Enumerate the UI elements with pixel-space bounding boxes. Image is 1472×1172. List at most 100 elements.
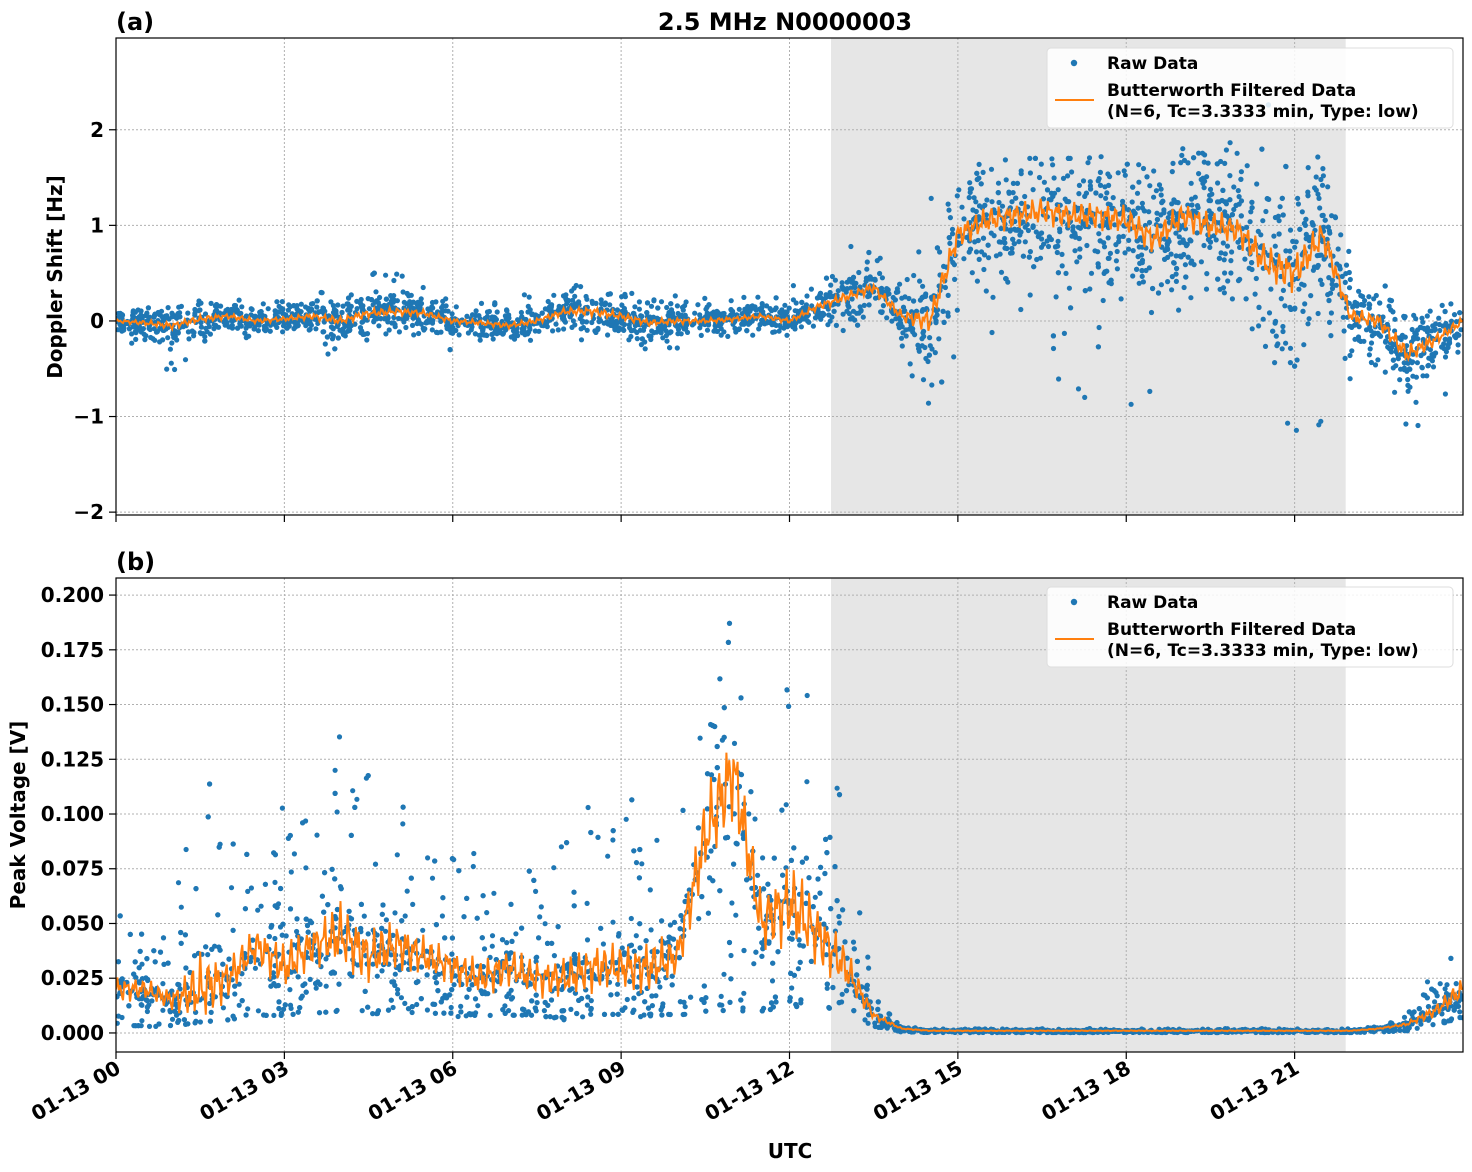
raw-point: [984, 197, 990, 203]
raw-point: [628, 328, 635, 334]
raw-point: [1146, 209, 1152, 215]
raw-point: [1180, 146, 1186, 152]
raw-point: [202, 338, 208, 344]
y-tick-label: 0.025: [41, 966, 104, 990]
raw-point: [1451, 312, 1458, 318]
raw-point: [532, 328, 538, 334]
raw-point: [145, 305, 151, 311]
raw-point: [1106, 182, 1112, 188]
raw-point: [325, 351, 331, 357]
raw-point: [504, 308, 510, 314]
raw-point: [1095, 344, 1101, 350]
raw-point: [718, 332, 724, 338]
raw-point: [1220, 187, 1226, 193]
raw-point: [1088, 270, 1095, 276]
raw-point: [1082, 288, 1088, 294]
raw-point: [1158, 186, 1164, 192]
raw-point: [771, 320, 777, 326]
raw-point: [404, 290, 410, 297]
raw-point: [964, 234, 970, 240]
raw-point: [1436, 315, 1442, 321]
raw-point: [246, 333, 252, 339]
raw-point: [1002, 240, 1008, 246]
raw-point: [1200, 175, 1206, 181]
raw-point: [383, 306, 389, 312]
raw-point: [1414, 360, 1420, 366]
raw-point: [1016, 239, 1022, 245]
raw-point: [205, 952, 211, 958]
raw-point: [1050, 333, 1056, 339]
raw-point: [704, 327, 711, 333]
raw-point: [1305, 165, 1311, 171]
raw-point: [1010, 180, 1017, 186]
raw-point: [525, 303, 531, 309]
raw-point: [1046, 234, 1052, 240]
raw-point: [580, 1014, 586, 1020]
raw-point: [1456, 332, 1462, 338]
raw-point: [1385, 344, 1391, 350]
raw-point: [584, 327, 590, 333]
raw-point: [855, 322, 861, 328]
raw-point: [142, 337, 148, 343]
raw-point: [404, 315, 410, 321]
raw-point: [1224, 213, 1230, 219]
raw-point: [951, 262, 958, 268]
raw-point: [1253, 275, 1259, 282]
raw-point: [1319, 281, 1325, 287]
raw-point: [386, 327, 392, 333]
raw-point: [1189, 258, 1195, 264]
raw-point: [790, 283, 797, 289]
x-tick-label: 01-13 21: [1206, 1056, 1304, 1126]
raw-point: [1231, 184, 1237, 190]
raw-point: [1244, 224, 1250, 230]
raw-point: [239, 304, 245, 310]
raw-point: [776, 328, 782, 334]
raw-point: [1100, 297, 1106, 304]
raw-point: [383, 331, 389, 337]
raw-point: [1341, 328, 1347, 334]
raw-point: [335, 302, 341, 308]
raw-point: [243, 313, 249, 319]
raw-point: [248, 306, 254, 312]
raw-point: [348, 292, 354, 298]
raw-point: [772, 329, 778, 335]
raw-point: [1237, 244, 1243, 250]
raw-point: [1135, 205, 1141, 211]
raw-point: [674, 303, 681, 309]
raw-point: [848, 243, 854, 250]
raw-point: [451, 982, 457, 988]
raw-point: [1455, 349, 1461, 355]
y-tick-label: 0.150: [41, 693, 104, 717]
raw-point: [790, 930, 796, 936]
raw-point: [1356, 288, 1362, 294]
raw-point: [903, 327, 909, 333]
raw-point: [1205, 160, 1211, 166]
raw-point: [368, 297, 375, 303]
raw-point: [1287, 227, 1294, 233]
raw-point: [1164, 242, 1170, 248]
raw-point: [1013, 195, 1019, 201]
raw-point: [456, 332, 462, 338]
raw-point: [1147, 388, 1153, 394]
raw-point: [197, 307, 203, 313]
raw-point: [614, 307, 621, 313]
raw-point: [865, 954, 871, 960]
raw-point: [1301, 220, 1307, 227]
raw-point: [335, 335, 341, 341]
raw-point: [919, 295, 925, 301]
raw-point: [525, 309, 531, 315]
raw-point: [1105, 201, 1111, 207]
raw-point: [1032, 155, 1038, 161]
raw-point: [767, 306, 773, 312]
raw-point: [798, 324, 805, 330]
raw-point: [1227, 173, 1233, 179]
raw-point: [1080, 221, 1086, 227]
raw-point: [1274, 343, 1280, 349]
raw-point: [920, 307, 926, 313]
raw-point: [1136, 244, 1142, 250]
raw-point: [383, 296, 389, 302]
raw-point: [628, 915, 634, 922]
raw-point: [940, 308, 946, 314]
raw-point: [1375, 330, 1381, 336]
raw-point: [1141, 208, 1147, 214]
